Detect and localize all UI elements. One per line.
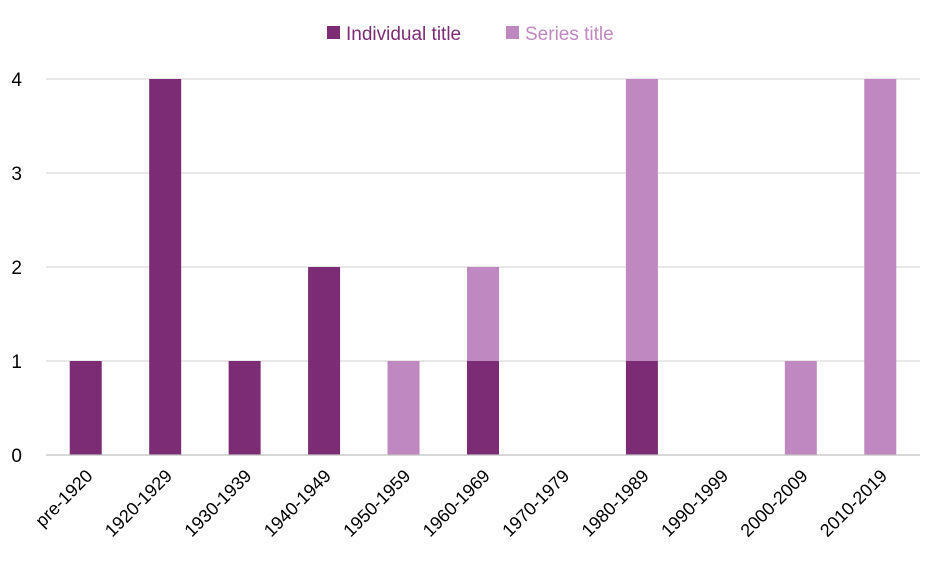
x-tick-label: 1930-1939 <box>180 466 255 541</box>
bar-individual-pre-1920 <box>69 361 102 455</box>
bar-series-1960-1969 <box>467 267 499 361</box>
bar-series-2000-2009 <box>784 361 817 455</box>
x-tick-label: 1960-1969 <box>419 466 494 541</box>
bar-individual-1960-1969 <box>467 361 499 455</box>
y-tick-label: 0 <box>11 446 22 467</box>
bar-individual-1920-1929 <box>149 79 182 455</box>
x-tick-label: 1920-1929 <box>101 466 176 541</box>
bar-individual-1980-1989 <box>625 361 658 455</box>
bar-series-1980-1989 <box>625 79 658 361</box>
y-tick-label: 3 <box>11 164 22 185</box>
legend-swatch-individual <box>327 26 340 39</box>
legend-label-individual: Individual title <box>346 24 461 45</box>
y-tick-label: 1 <box>11 352 22 373</box>
bar-series-2010-2019 <box>864 79 897 455</box>
bar-series-1950-1959 <box>387 361 420 455</box>
legend-label-series: Series title <box>525 24 614 45</box>
x-tick-label: 1980-1989 <box>578 466 653 541</box>
y-tick-label: 4 <box>11 70 22 91</box>
x-tick-label: 2010-2019 <box>816 466 891 541</box>
axes: 0 1 2 3 4 pre-1920 1920-1929 1930-1939 1940-1949… <box>11 70 920 541</box>
x-tick-label: 1990-1999 <box>657 466 732 541</box>
x-tick-label: 1950-1959 <box>339 466 414 541</box>
x-tick-label: pre-1920 <box>31 466 96 531</box>
y-tick-label: 2 <box>11 258 22 279</box>
x-tick-label: 2000-2009 <box>737 466 812 541</box>
bar-individual-1940-1949 <box>308 267 341 455</box>
x-tick-label: 1970-1979 <box>498 466 573 541</box>
x-tick-label: 1940-1949 <box>260 466 335 541</box>
legend-swatch-series <box>506 26 519 39</box>
legend: Individual title Series title <box>327 24 614 45</box>
bars <box>69 79 897 455</box>
bar-individual-1930-1939 <box>228 361 261 455</box>
